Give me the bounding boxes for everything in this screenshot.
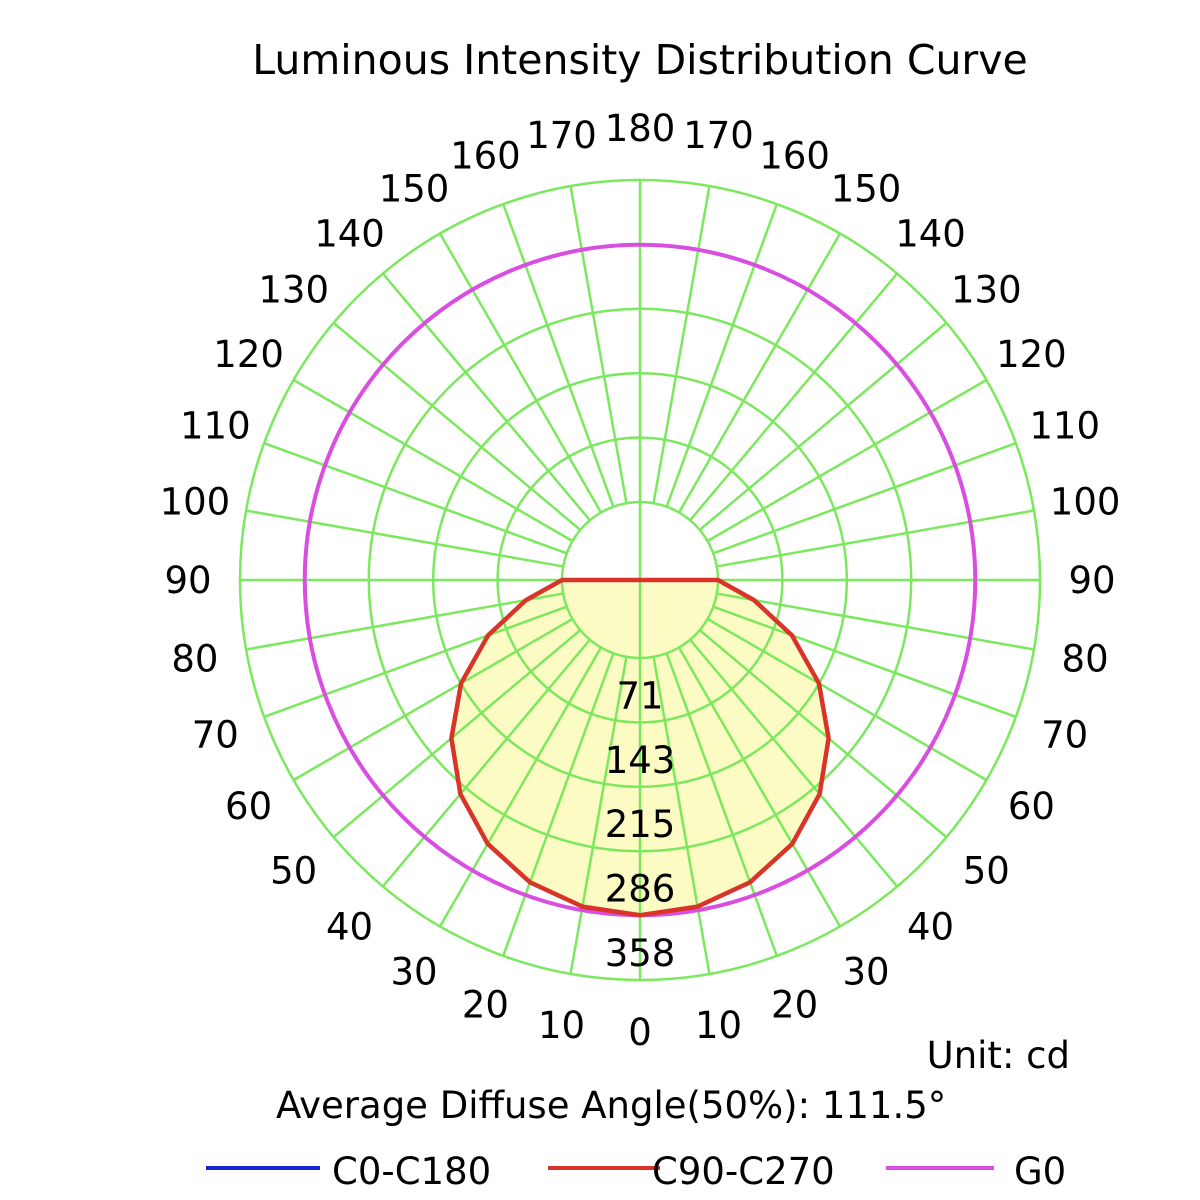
angle-label-140: 140 — [895, 213, 966, 256]
angle-label-60: 60 — [225, 785, 272, 828]
legend-label-c90-c270: C90-C270 — [652, 1150, 835, 1193]
series-layer — [302, 242, 978, 918]
grid-spoke — [706, 617, 988, 782]
grid-spoke — [263, 605, 568, 718]
grid-spoke — [706, 378, 988, 543]
angle-label-70: 70 — [192, 714, 239, 757]
angle-label-40: 40 — [326, 905, 373, 948]
grid-spoke — [716, 509, 1035, 568]
angle-label-80: 80 — [171, 638, 218, 681]
angle-label-70: 70 — [1041, 714, 1088, 757]
grid-spoke — [438, 646, 603, 928]
angle-label-150: 150 — [831, 168, 902, 211]
angle-label-80: 80 — [1062, 638, 1109, 681]
grid-spoke — [677, 232, 842, 514]
chart-title: Luminous Intensity Distribution Curve — [252, 36, 1028, 84]
angle-label-180: 180 — [605, 107, 676, 150]
angle-labels: 0102030405060708090100110120130140150160… — [160, 107, 1121, 1054]
diffuse-angle-label: Average Diffuse Angle(50%): 111.5° — [276, 1084, 946, 1127]
angle-label-40: 40 — [907, 905, 954, 948]
angle-label-160: 160 — [450, 134, 521, 177]
radial-tick-label: 286 — [605, 868, 676, 911]
grid-spoke — [292, 378, 574, 543]
angle-label-140: 140 — [314, 213, 385, 256]
radial-tick-label: 71 — [616, 674, 663, 717]
grid-spoke — [677, 646, 842, 928]
angle-label-30: 30 — [842, 950, 889, 993]
grid-spoke — [381, 272, 591, 522]
angle-label-50: 50 — [963, 850, 1010, 893]
angle-label-100: 100 — [160, 481, 231, 524]
grid-spoke — [381, 638, 591, 888]
grid-spoke — [665, 203, 778, 508]
angle-label-170: 170 — [683, 114, 754, 157]
grid-spoke — [569, 656, 628, 975]
grid-spoke — [263, 442, 568, 555]
grid-spoke — [698, 321, 948, 531]
angle-label-110: 110 — [1029, 404, 1100, 447]
grid-spoke — [652, 185, 711, 504]
angle-label-120: 120 — [996, 333, 1067, 376]
radial-tick-label: 143 — [605, 739, 676, 782]
angle-label-10: 10 — [538, 1004, 585, 1047]
grid-spoke — [292, 617, 574, 782]
angle-label-160: 160 — [759, 134, 830, 177]
grid-ring — [431, 371, 849, 789]
angle-label-150: 150 — [379, 168, 450, 211]
angle-label-100: 100 — [1050, 481, 1121, 524]
legend-label-c0-c180: C0-C180 — [332, 1150, 491, 1193]
grid-spoke — [332, 629, 582, 839]
grid-ring — [496, 436, 784, 724]
radial-tick-label: 215 — [605, 803, 676, 846]
angle-label-130: 130 — [951, 269, 1022, 312]
polar-grid — [238, 178, 1042, 982]
radial-tick-label: 358 — [605, 932, 676, 975]
angle-label-20: 20 — [771, 984, 818, 1027]
grid-spoke — [712, 605, 1017, 718]
angle-label-120: 120 — [213, 333, 284, 376]
angle-label-30: 30 — [390, 950, 437, 993]
grid-spoke — [245, 592, 564, 651]
grid-spoke — [716, 592, 1035, 651]
grid-spoke — [712, 442, 1017, 555]
grid-spoke — [502, 652, 615, 957]
grid-spoke — [245, 509, 564, 568]
grid-spoke — [698, 629, 948, 839]
grid-ring — [238, 178, 1042, 982]
legend-label-g0: G0 — [1014, 1150, 1066, 1193]
grid-spoke — [689, 272, 899, 522]
angle-label-90: 90 — [164, 559, 211, 602]
grid-spoke — [665, 652, 778, 957]
angle-label-60: 60 — [1008, 785, 1055, 828]
angle-label-130: 130 — [258, 269, 329, 312]
angle-label-90: 90 — [1068, 559, 1115, 602]
angle-label-10: 10 — [695, 1004, 742, 1047]
grid-ring — [367, 307, 913, 853]
angle-label-20: 20 — [462, 984, 509, 1027]
angle-label-50: 50 — [270, 850, 317, 893]
legend: C0-C180 C90-C270 G0 — [206, 1150, 1066, 1193]
grid-spoke — [652, 656, 711, 975]
grid-spoke — [438, 232, 603, 514]
angle-label-170: 170 — [526, 114, 597, 157]
grid-spoke — [502, 203, 615, 508]
grid-spoke — [332, 321, 582, 531]
grid-spoke — [689, 638, 899, 888]
series-line-c90-c270 — [449, 577, 831, 918]
angle-label-110: 110 — [180, 404, 251, 447]
radial-tick-labels: 71 143 215 286 358 — [605, 674, 676, 975]
angle-label-0: 0 — [628, 1011, 652, 1054]
unit-label: Unit: cd — [927, 1034, 1070, 1077]
grid-spoke — [569, 185, 628, 504]
